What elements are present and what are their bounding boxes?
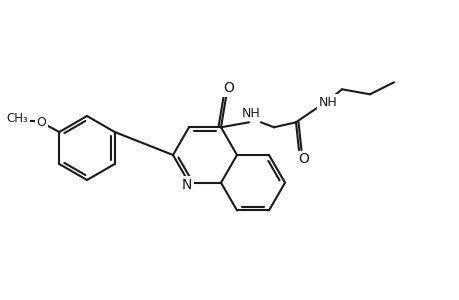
Text: NH: NH xyxy=(318,96,336,109)
Text: O: O xyxy=(223,81,234,95)
Text: NH: NH xyxy=(241,107,260,120)
Text: O: O xyxy=(36,116,46,128)
Text: N: N xyxy=(181,178,192,192)
Text: CH₃: CH₃ xyxy=(6,112,28,124)
Text: O: O xyxy=(298,152,309,166)
